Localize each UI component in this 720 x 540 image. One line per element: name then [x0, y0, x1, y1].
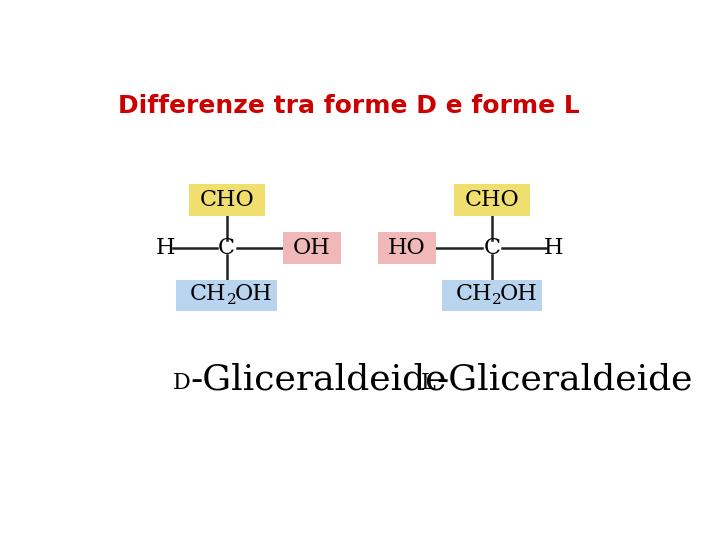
Bar — [441, 280, 542, 312]
Bar — [189, 184, 265, 216]
Text: HO: HO — [388, 237, 426, 259]
Bar — [454, 184, 530, 216]
Text: 2: 2 — [227, 293, 236, 307]
Text: CHO: CHO — [464, 189, 519, 211]
Bar — [282, 232, 341, 264]
Text: -Gliceraldeide: -Gliceraldeide — [436, 362, 693, 396]
Text: C: C — [483, 237, 500, 259]
Text: D: D — [173, 372, 190, 394]
Text: CHO: CHO — [199, 189, 254, 211]
Text: H: H — [156, 237, 175, 259]
Text: Differenze tra forme D e forme L: Differenze tra forme D e forme L — [118, 94, 580, 118]
Text: L: L — [421, 372, 436, 394]
Text: CH: CH — [190, 283, 227, 305]
Text: H: H — [544, 237, 563, 259]
Text: -Gliceraldeide: -Gliceraldeide — [190, 362, 447, 396]
Bar — [176, 280, 277, 312]
Text: OH: OH — [235, 283, 272, 305]
Text: CH: CH — [455, 283, 492, 305]
Bar — [378, 232, 436, 264]
Text: OH: OH — [500, 283, 537, 305]
Text: OH: OH — [292, 237, 330, 259]
Text: C: C — [218, 237, 235, 259]
Text: 2: 2 — [492, 293, 502, 307]
